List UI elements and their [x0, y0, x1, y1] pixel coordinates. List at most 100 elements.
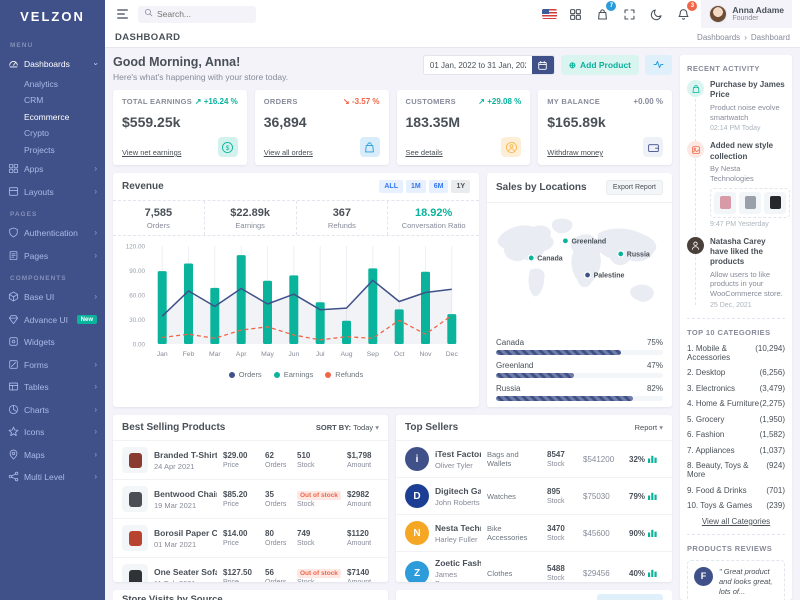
filter-6m-button[interactable]: 6M [428, 180, 449, 193]
activity-item[interactable]: Added new style collection By Nesta Techn… [687, 141, 790, 228]
category-row[interactable]: 8. Beauty, Toys & More (924) [687, 461, 785, 480]
view-all-categories-link[interactable]: View all Categories [701, 516, 771, 526]
report-dropdown[interactable]: Report ▾ [634, 423, 663, 432]
sort-by-dropdown[interactable]: SORT BY: Today ▾ [315, 423, 379, 432]
stat-link[interactable]: View net earnings [122, 148, 182, 157]
sidebar-item-icons[interactable]: Icons › [0, 421, 105, 444]
recent-activity-title: RECENT ACTIVITY [687, 64, 760, 73]
greeting-title: Good Morning, Anna! [113, 55, 241, 69]
seller-logo: Z [405, 561, 429, 582]
sidebar-item-forms[interactable]: Forms › [0, 354, 105, 377]
date-range-picker[interactable] [422, 55, 555, 75]
notifications-bell-icon[interactable]: 3 [674, 1, 698, 23]
breadcrumb-root[interactable]: Dashboards [697, 33, 741, 42]
filter-all-button[interactable]: ALL [379, 180, 403, 193]
date-range-input[interactable] [423, 56, 532, 74]
category-row[interactable]: 3. Electronics (3,479) [687, 383, 785, 393]
stat-card-0: TOTAL EARNINGS ↗ +16.24 % $559.25k View net… [113, 90, 247, 165]
sidebar-item-maps[interactable]: Maps › [0, 444, 105, 467]
search-input[interactable] [157, 9, 242, 19]
export-report-button[interactable]: Export Report [605, 180, 663, 195]
sidebar-nav: MENU Dashboards › Analytics CRM Ecommerce Cryp… [0, 34, 105, 489]
sidebar-item-layouts[interactable]: Layouts › [0, 181, 105, 204]
filter-1y-button[interactable]: 1Y [451, 180, 470, 193]
brand-logo[interactable]: VELZON [20, 9, 85, 24]
category-row[interactable]: 4. Home & Furniture (2,275) [687, 399, 785, 409]
product-row[interactable]: One Seater Sofa11 Feb 2021$127.50Price56… [113, 557, 388, 582]
fullscreen-icon[interactable] [620, 5, 638, 23]
recent-activity-list: Purchase by James Price Product noise evo… [687, 80, 790, 309]
basket-icon [687, 80, 704, 97]
sidebar-subitem-ecommerce[interactable]: Ecommerce [24, 111, 70, 122]
icons-icon [8, 426, 19, 439]
stat-link[interactable]: See details [405, 148, 443, 157]
svg-text:Jul: Jul [316, 351, 325, 358]
product-thumbnail [122, 447, 148, 473]
stat-link[interactable]: View all orders [263, 148, 313, 157]
svg-text:30.00: 30.00 [129, 317, 145, 324]
language-flag-icon[interactable] [542, 9, 558, 19]
search-box[interactable] [138, 5, 256, 23]
add-product-button[interactable]: ⊕ Add Product [560, 55, 639, 75]
page-title: DASHBOARD [115, 32, 181, 43]
product-row[interactable]: Borosil Paper Cup01 Mar 2021$14.00Price8… [113, 518, 388, 557]
category-row[interactable]: 2. Desktop (6,256) [687, 368, 785, 378]
category-row[interactable]: 10. Toys & Games (239) [687, 501, 785, 511]
sidebar-item-charts[interactable]: Charts › [0, 399, 105, 422]
stat-card-1: ORDERS ↘ -3.57 % 36,894 View all orders [254, 90, 389, 165]
filter-1m-button[interactable]: 1M [405, 180, 426, 193]
cart-icon[interactable]: 7 [593, 1, 617, 23]
category-row[interactable]: 7. Appliances (1,037) [687, 445, 785, 455]
sidebar-item-pages[interactable]: Pages › [0, 245, 105, 268]
sidebar-item-tables[interactable]: Tables › [0, 376, 105, 399]
wallet-icon [643, 137, 663, 157]
sidebar-item-apps[interactable]: Apps › [0, 158, 105, 181]
sidebar-item-base-ui[interactable]: Base UI › [0, 286, 105, 309]
dollar-icon: $ [217, 137, 238, 157]
sidebar-item-widgets[interactable]: Widgets [0, 331, 105, 354]
menu-toggle-icon[interactable] [115, 7, 130, 21]
apps-grid-icon[interactable] [566, 5, 584, 23]
mini-bars-icon [648, 454, 657, 465]
pulse-shortcut-button[interactable] [645, 55, 672, 75]
revenue-stat: 18.92% Conversation Ratio [401, 207, 466, 230]
category-row[interactable]: 5. Grocery (1,950) [687, 414, 785, 424]
svg-text:Apr: Apr [236, 351, 247, 358]
sidebar-item-dashboards[interactable]: Dashboards › [0, 53, 105, 76]
revenue-summary: 7,585 Orders $22.89k Earnings 367 Refunds 18.9… [113, 200, 479, 236]
sidebar-subitem-crm[interactable]: CRM [24, 95, 44, 105]
gem-icon [8, 314, 19, 327]
sidebar-subitem-analytics[interactable]: Analytics [24, 78, 59, 89]
sidebar-item-multi-level[interactable]: Multi Level › [0, 466, 105, 489]
greeting-subtitle: Here's what's happening with your store … [113, 72, 289, 82]
products-reviews-title: PRODUCTS REVIEWS [687, 543, 773, 553]
stat-value: 183.35M [405, 114, 460, 130]
svg-text:Mar: Mar [209, 351, 221, 358]
product-reviews-list: F " Great product and looks great, lots o… [687, 559, 785, 600]
category-row[interactable]: 9. Food & Drinks (701) [687, 485, 785, 495]
chevron-icon: › [94, 427, 97, 437]
revenue-card: Revenue ALL 1M 6M 1Y 7,585 Orders $22.89k Earn… [113, 173, 479, 407]
category-row[interactable]: 1. Mobile & Accessories (10,294) [687, 343, 785, 362]
category-row[interactable]: 6. Fashion (1,582) [687, 430, 785, 440]
dark-mode-icon[interactable] [647, 5, 665, 23]
user-menu[interactable]: Anna Adame Founder [701, 0, 792, 28]
activity-item[interactable]: Purchase by James Price Product noise evo… [687, 80, 785, 132]
sidebar-subitem-projects[interactable]: Projects [24, 144, 55, 155]
delta-badge: ↘ -3.57 % [343, 97, 380, 106]
sidebar-item-advance-ui[interactable]: Advance UI New [0, 309, 105, 332]
product-row[interactable]: Branded T-Shirts 24 Apr 2021 $29.00 Price 62… [113, 440, 388, 479]
stat-link[interactable]: Withdraw money [547, 148, 604, 157]
sidebar-subitem-crypto[interactable]: Crypto [24, 128, 50, 138]
cutoff-button[interactable] [597, 594, 663, 600]
calendar-icon[interactable] [531, 56, 554, 74]
plus-circle-icon: ⊕ [568, 59, 576, 70]
activity-item[interactable]: Natasha Carey have liked the products All… [687, 236, 785, 309]
svg-text:Greenland: Greenland [571, 238, 606, 245]
sidebar-item-authentication[interactable]: Authentication › [0, 222, 105, 245]
product-row[interactable]: Bentwood Chair 19 Mar 2021 $85.20 Price 35 Or… [113, 479, 388, 518]
